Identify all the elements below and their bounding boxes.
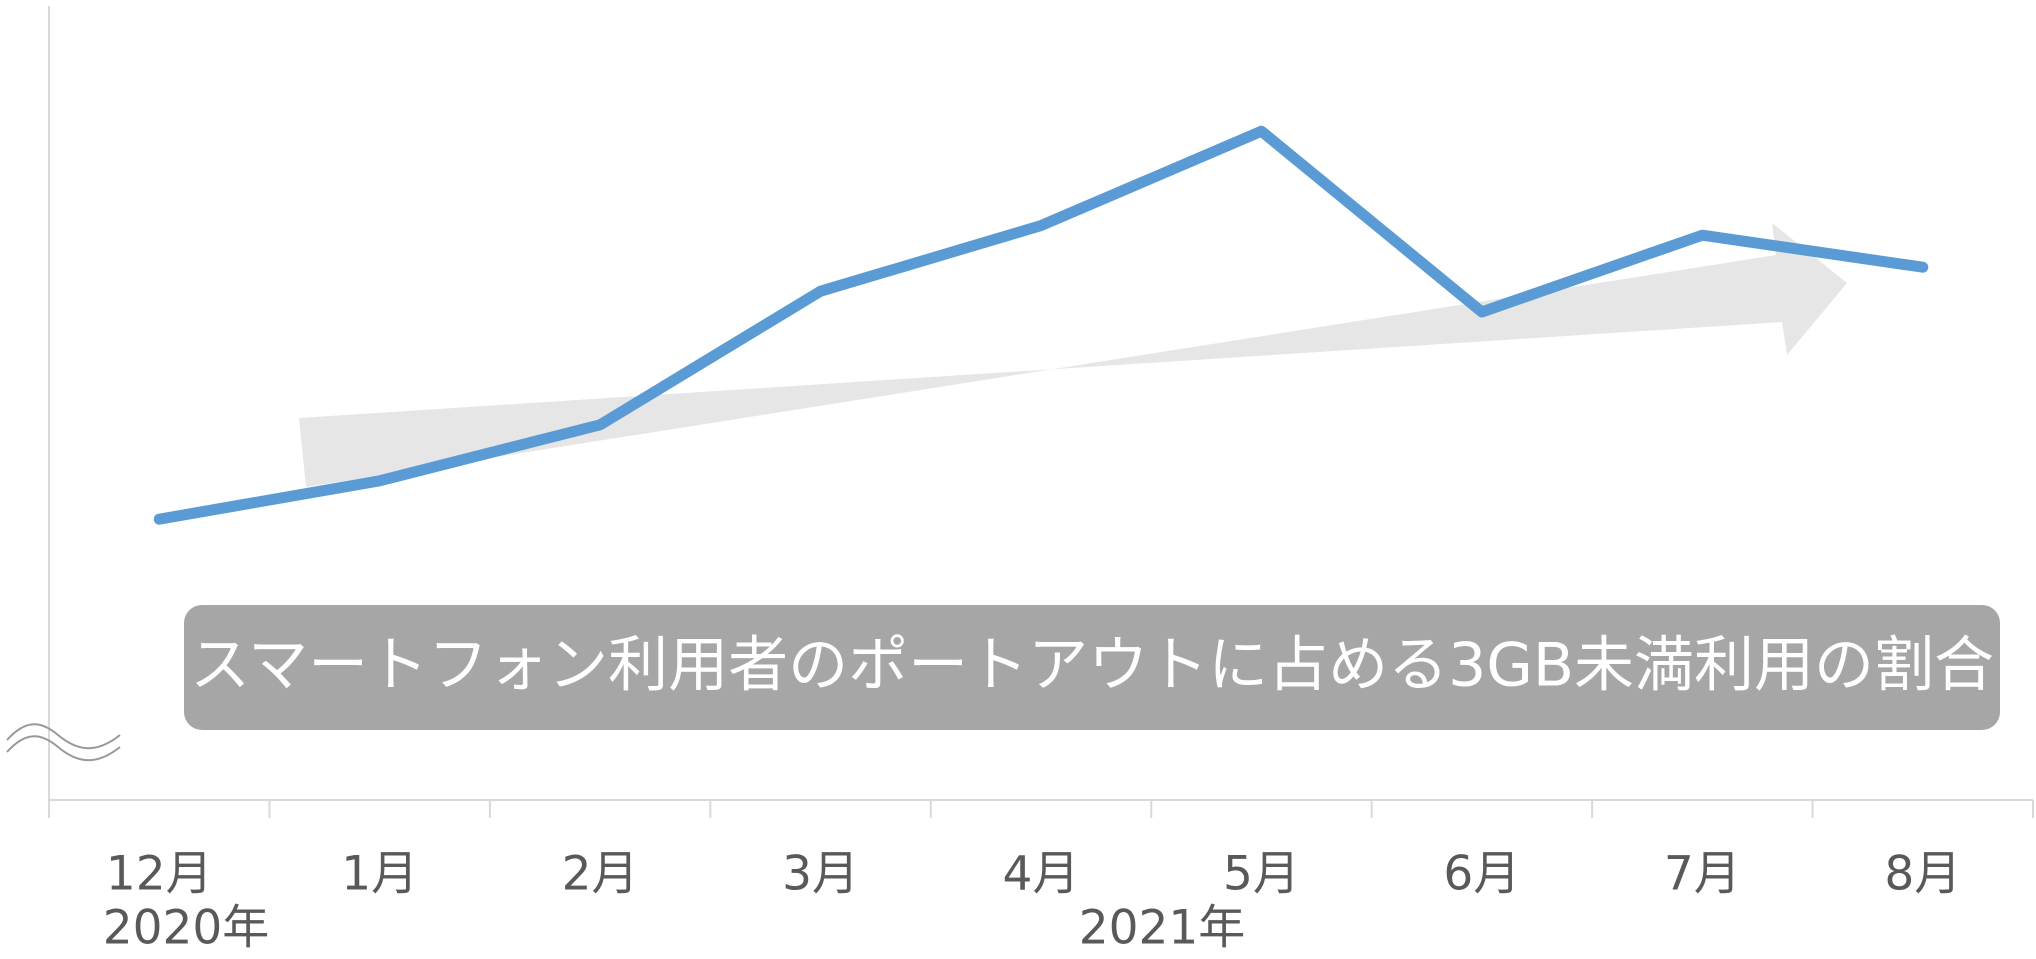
x-tick-label: 4月 [1003,847,1080,902]
x-tick-label: 3月 [782,847,859,902]
annotation-box [184,605,2000,730]
trend-arrow [299,223,1847,487]
x-tick-label: 6月 [1443,847,1520,902]
axis-break [6,723,121,762]
x-tick-label: 1月 [341,847,418,902]
annotation: スマートフォン利用者のポートアウトに占める3GB未満利用の割合 [190,631,1994,701]
x-tick-label: 12月 [106,847,213,902]
x-tick-label: 8月 [1884,847,1961,902]
x-tick-label: 2月 [562,847,639,902]
year-label: 2021年 [1079,901,1246,956]
data-line [153,125,1929,525]
year-label: 2020年 [103,901,270,956]
x-tick-label: 7月 [1664,847,1741,902]
x-tick-label: 5月 [1223,847,1300,902]
